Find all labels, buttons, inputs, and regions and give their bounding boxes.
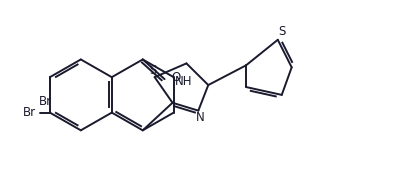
Text: Br: Br	[23, 106, 36, 119]
Text: N: N	[196, 111, 205, 124]
Text: O: O	[171, 71, 180, 84]
Text: Br: Br	[39, 95, 52, 108]
Text: NH: NH	[175, 75, 192, 88]
Text: S: S	[149, 64, 156, 77]
Text: S: S	[278, 25, 285, 38]
